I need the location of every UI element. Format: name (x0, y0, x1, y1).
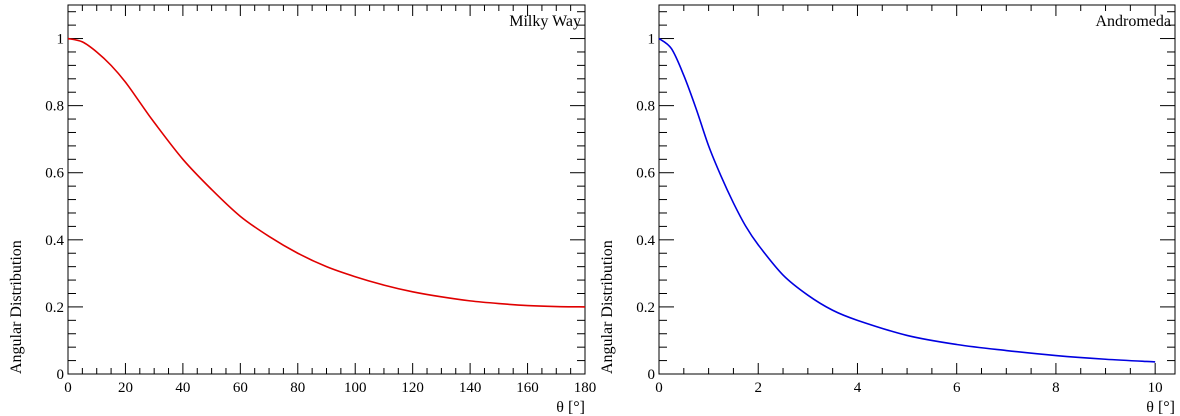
milky-way-y-tick-label: 1 (57, 32, 65, 48)
milky-way-curve (67, 37, 586, 308)
milky-way-y-tick-label: 0.2 (45, 300, 64, 316)
milky-way-x-tick-label: 180 (574, 380, 597, 396)
andromeda-y-tick-label: 0.8 (636, 99, 655, 115)
milky-way-ticks: 0 20 40 60 80 100 120 140 160 180 0 0.2 0.4 0.6 0.8 1 (45, 5, 596, 396)
andromeda-x-tick-label: 6 (953, 380, 961, 396)
andromeda-x-tick-label: 10 (1148, 380, 1163, 396)
andromeda-y-tick-label: 0.4 (636, 233, 655, 249)
milky-way-x-tick-label: 120 (401, 380, 424, 396)
milky-way-plot-frame (67, 4, 586, 375)
andromeda-ticks: 0 2 4 6 8 10 0 0.2 0.4 0.6 0.8 1 (636, 5, 1175, 396)
milky-way-y-axis-title: Angular Distribution (8, 240, 25, 374)
milky-way-y-tick-label: 0.4 (45, 233, 64, 249)
andromeda-x-tick-label: 8 (1052, 380, 1060, 396)
andromeda-y-tick-label: 0 (648, 367, 656, 383)
milky-way-y-tick-label: 0.6 (45, 166, 64, 182)
andromeda-panel: Andromeda θ [°] Angular Distribution 0 2 4… (599, 4, 1176, 416)
milky-way-x-tick-label: 20 (118, 380, 133, 396)
andromeda-title: Andromeda (1095, 13, 1171, 30)
milky-way-panel: Milky Way θ [°] Angular Distribution 0 20… (8, 4, 596, 416)
milky-way-y-tick-label: 0.8 (45, 99, 64, 115)
andromeda-x-tick-label: 2 (754, 380, 762, 396)
andromeda-x-axis-title: θ [°] (1146, 399, 1175, 416)
milky-way-x-tick-label: 60 (233, 380, 248, 396)
milky-way-x-tick-label: 100 (344, 380, 367, 396)
milky-way-x-tick-label: 140 (459, 380, 482, 396)
andromeda-x-tick-label: 0 (655, 380, 663, 396)
andromeda-plot-frame (658, 4, 1176, 375)
milky-way-x-tick-label: 80 (290, 380, 305, 396)
milky-way-y-tick-label: 0 (57, 367, 65, 383)
andromeda-y-axis-title: Angular Distribution (599, 240, 616, 374)
milky-way-x-tick-label: 160 (516, 380, 539, 396)
milky-way-x-axis-title: θ [°] (556, 399, 585, 416)
andromeda-curve (658, 37, 1156, 363)
andromeda-y-tick-label: 0.2 (636, 300, 655, 316)
milky-way-title: Milky Way (509, 13, 581, 30)
andromeda-y-tick-label: 1 (648, 32, 656, 48)
milky-way-x-tick-label: 0 (64, 380, 72, 396)
andromeda-y-tick-label: 0.6 (636, 166, 655, 182)
milky-way-x-tick-label: 40 (175, 380, 190, 396)
andromeda-x-tick-label: 4 (854, 380, 862, 396)
